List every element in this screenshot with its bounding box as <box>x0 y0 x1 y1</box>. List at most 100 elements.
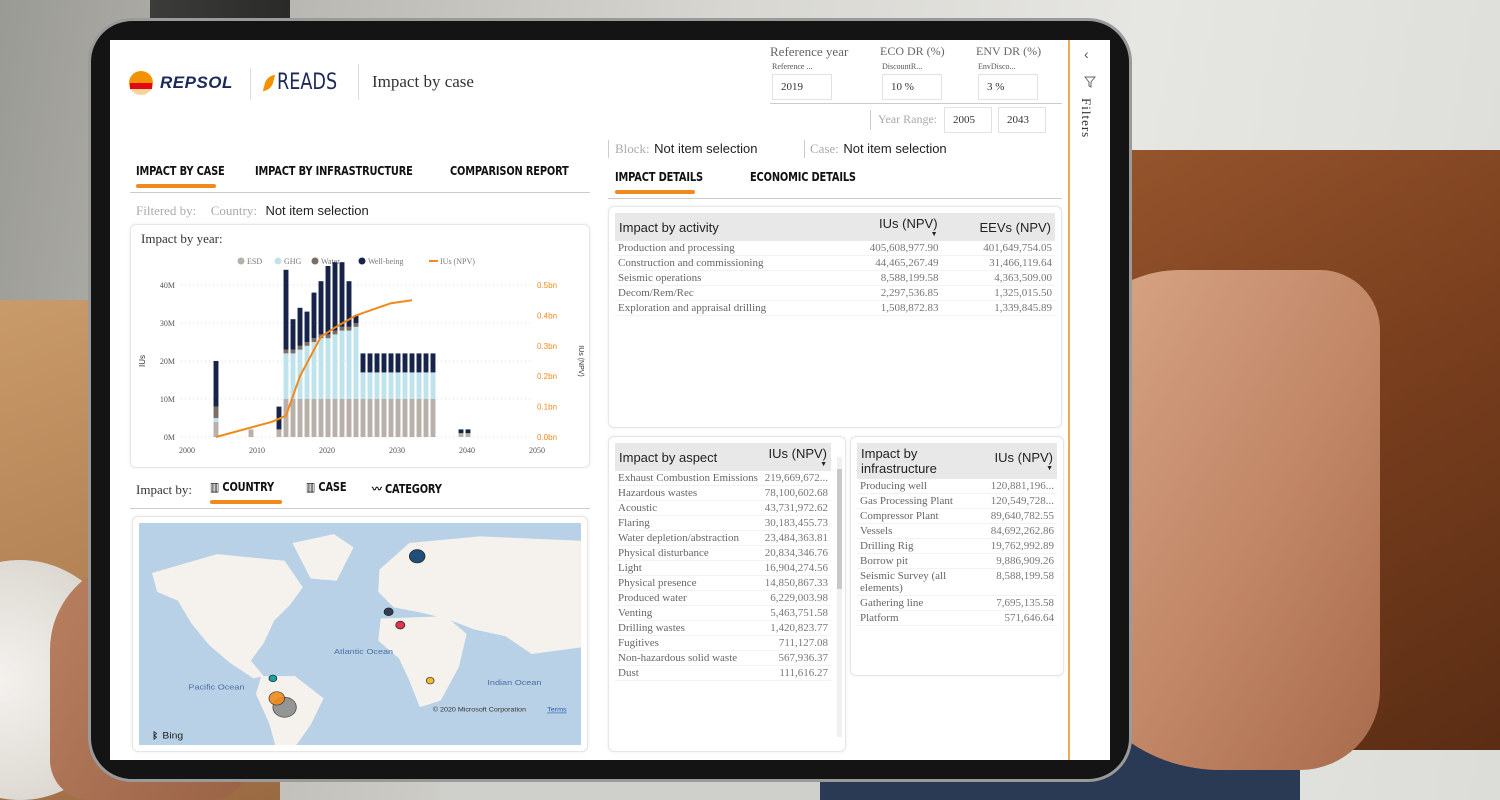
tab-case[interactable]: ▥ CASE <box>306 480 347 494</box>
row-value-eevs: 1,325,015.50 <box>941 285 1055 301</box>
table-row[interactable]: Production and processing 405,608,977.90 4… <box>615 241 1055 256</box>
table-row[interactable]: Seismic operations 8,588,199.58 4,363,509.… <box>615 270 1055 286</box>
tab-comparison-report[interactable]: COMPARISON REPORT <box>450 164 569 178</box>
country-map[interactable]: Pacific Ocean Atlantic Ocean Indian Ocea… <box>132 516 588 752</box>
ius-column-header[interactable]: IUs (NPV) ▼ <box>834 213 942 241</box>
table-row[interactable]: Flaring 30,183,455.73 <box>615 515 831 531</box>
x-tick-label: 2020 <box>319 446 335 455</box>
map-bubble-angola[interactable] <box>425 676 435 685</box>
table-row[interactable]: Drilling wastes 1,420,823.77 <box>615 620 831 636</box>
table-row[interactable]: Seismic Survey (all elements) 8,588,199.5… <box>857 568 1057 596</box>
eco-dr-input[interactable]: 10 % <box>882 74 942 100</box>
table-row[interactable]: Produced water 6,229,003.98 <box>615 590 831 606</box>
filter-pane[interactable]: ‹ Filters <box>1068 40 1110 760</box>
tab-impact-by-infrastructure[interactable]: IMPACT BY INFRASTRUCTURE <box>255 164 413 178</box>
x-tick-label: 2010 <box>249 446 265 455</box>
bar-segment-well-being <box>353 315 359 323</box>
row-label: Exhaust Combustion Emissions <box>615 471 762 486</box>
table-row[interactable]: Physical presence 14,850,867.33 <box>615 575 831 591</box>
tab-economic-details[interactable]: ECONOMIC DETAILS <box>750 170 856 184</box>
bar-segment-water <box>297 345 303 350</box>
table-row[interactable]: Dust 111,616.27 <box>615 665 831 681</box>
table-row[interactable]: Gathering line 7,695,135.58 <box>857 595 1057 611</box>
line-chart-icon: 〰 <box>372 482 382 496</box>
reads-logo: READS <box>262 70 352 95</box>
bar-segment-esd <box>416 399 422 437</box>
bar-segment-ghg <box>332 334 338 399</box>
table-row[interactable]: Exploration and appraisal drilling 1,508,… <box>615 300 1055 316</box>
bar-segment-well-being <box>318 281 324 335</box>
map-bubble-spain[interactable] <box>383 607 394 617</box>
country-slicer[interactable]: Filtered by: Country: Not item selection <box>136 202 369 220</box>
reference-year-label: Reference year <box>770 44 849 59</box>
impact-by-year-card: Impact by year: ESD GHG Water Well-being IUs… <box>130 224 590 468</box>
bar-segment-well-being <box>381 353 387 373</box>
eco-dr-sublabel: DiscountR... <box>882 62 923 71</box>
aspect-table-scrollbar[interactable] <box>837 457 842 737</box>
reference-year-input[interactable]: 2019 <box>772 74 832 100</box>
tab-impact-by-case[interactable]: IMPACT BY CASE <box>136 164 225 178</box>
map-bubble-peru[interactable] <box>268 691 285 706</box>
divider <box>608 140 609 158</box>
bar-segment-ghg <box>213 418 219 422</box>
map-bubble-colombia[interactable] <box>268 674 278 683</box>
ius-column-header[interactable]: IUs (NPV) ▼ <box>987 443 1057 479</box>
bing-label: Bing <box>162 731 183 741</box>
legend-marker <box>311 257 319 265</box>
scrollbar-thumb[interactable] <box>837 469 842 589</box>
block-slicer[interactable]: Block: Not item selection <box>615 140 757 158</box>
table-row[interactable]: Drilling Rig 19,762,992.89 <box>857 538 1057 554</box>
tab-impact-details[interactable]: IMPACT DETAILS <box>615 170 703 184</box>
table-row[interactable]: Platform 571,646.64 <box>857 610 1057 626</box>
bar-segment-esd <box>395 399 401 437</box>
block-value: Not item selection <box>654 141 758 156</box>
table-row[interactable]: Fugitives 711,127.08 <box>615 635 831 651</box>
case-slicer[interactable]: Case: Not item selection <box>810 140 947 158</box>
table-row[interactable]: Borrow pit 9,886,909.26 <box>857 553 1057 569</box>
bar-segment-ghg <box>374 372 380 399</box>
table-row[interactable]: Vessels 84,692,262.86 <box>857 523 1057 539</box>
page-title: Impact by case <box>372 72 474 91</box>
table-row[interactable]: Producing well 120,881,196... <box>857 479 1057 494</box>
map-terms-link[interactable]: Terms <box>547 707 567 713</box>
divider <box>250 68 251 100</box>
table-row[interactable]: Construction and commissioning 44,465,267… <box>615 255 1055 271</box>
table-row[interactable]: Hazardous wastes 78,100,602.68 <box>615 485 831 501</box>
year-range-to-input[interactable]: 2043 <box>998 107 1046 133</box>
eevs-column-header[interactable]: EEVs (NPV) <box>941 213 1055 241</box>
table-row[interactable]: Acoustic 43,731,972.62 <box>615 500 831 516</box>
chevron-left-icon[interactable]: ‹ <box>1084 46 1089 62</box>
app-name: READS <box>277 70 338 95</box>
bar-segment-well-being <box>465 429 471 434</box>
table-row[interactable]: Non-hazardous solid waste 567,936.37 <box>615 650 831 666</box>
tab-country[interactable]: ▥ COUNTRY <box>210 480 274 494</box>
year-range-from-input[interactable]: 2005 <box>944 107 992 133</box>
repsol-logo: REPSOL <box>128 70 233 96</box>
active-tab-indicator <box>210 500 282 504</box>
env-dr-input[interactable]: 3 % <box>978 74 1038 100</box>
map-bubble-norway[interactable] <box>409 549 426 564</box>
table-row[interactable]: Exhaust Combustion Emissions 219,669,672.… <box>615 471 831 486</box>
row-value-ius: 120,881,196... <box>987 479 1057 494</box>
tab-category[interactable]: 〰 CATEGORY <box>372 480 442 497</box>
row-value-ius: 44,465,267.49 <box>834 255 942 271</box>
table-row[interactable]: Physical disturbance 20,834,346.76 <box>615 545 831 561</box>
row-value-ius: 84,692,262.86 <box>987 523 1057 539</box>
world-map[interactable]: Pacific Ocean Atlantic Ocean Indian Ocea… <box>139 523 581 745</box>
table-row[interactable]: Venting 5,463,751.58 <box>615 605 831 621</box>
table-row[interactable]: Light 16,904,274.56 <box>615 560 831 576</box>
eco-dr-label: ECO DR (%) <box>880 44 945 58</box>
table-row[interactable]: Water depletion/abstraction 23,484,363.81 <box>615 530 831 546</box>
divider <box>358 64 359 100</box>
row-label: Producing well <box>857 479 988 494</box>
table-row[interactable]: Gas Processing Plant 120,549,728... <box>857 493 1057 509</box>
table-row[interactable]: Decom/Rem/Rec 2,297,536.85 1,325,015.50 <box>615 285 1055 301</box>
bar-segment-esd <box>290 399 296 437</box>
repsol-flame-icon <box>129 71 153 96</box>
ius-column-header[interactable]: IUs (NPV) ▼ <box>761 443 831 471</box>
table-row[interactable]: Compressor Plant 89,640,782.55 <box>857 508 1057 524</box>
bar-segment-ghg <box>304 345 310 399</box>
row-value-eevs: 31,466,119.64 <box>941 255 1055 271</box>
bar-segment-ghg <box>346 330 352 399</box>
map-bubble-algeria[interactable] <box>395 620 406 630</box>
